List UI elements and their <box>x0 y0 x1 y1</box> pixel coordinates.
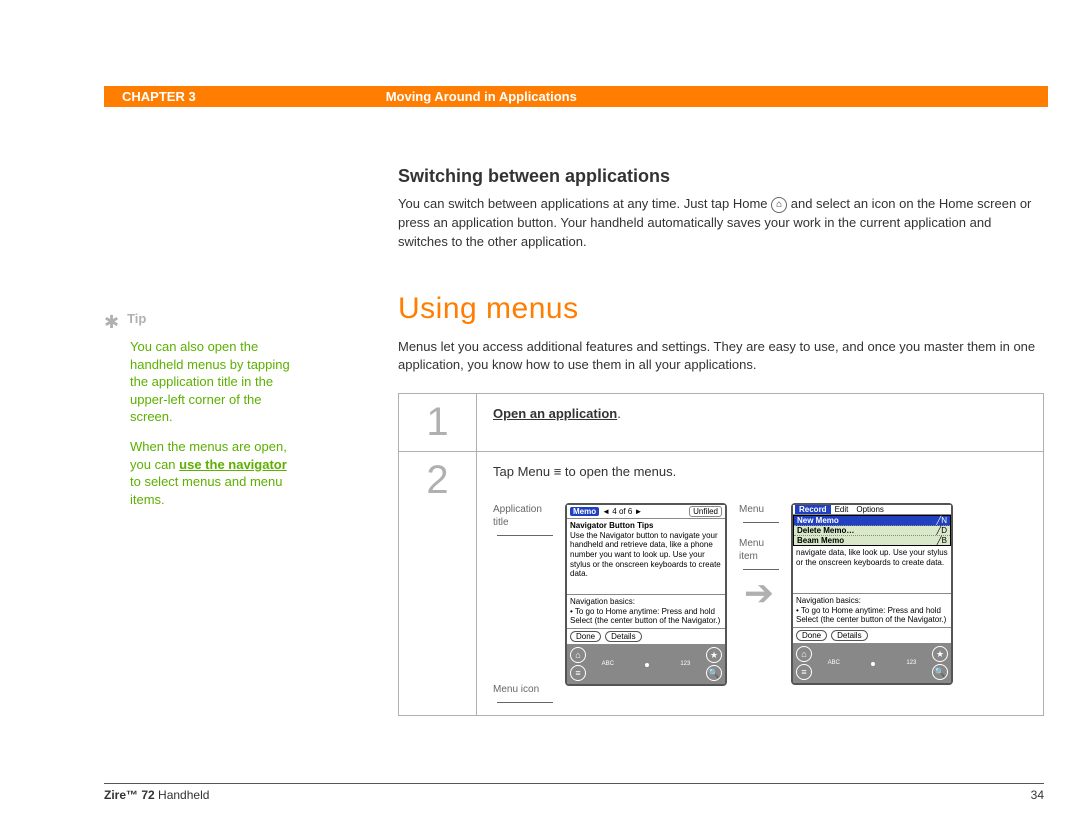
tip-label: Tip <box>127 310 146 328</box>
tip-sidebar: ✱ Tip You can also open the handheld men… <box>104 310 294 520</box>
step-number-1: 1 <box>399 394 477 451</box>
asterisk-icon: ✱ <box>104 310 119 334</box>
chapter-header-bar: CHAPTER 3 Moving Around in Applications <box>104 86 1048 107</box>
home-icon: ⌂ <box>771 197 787 213</box>
section-body-switching: You can switch between applications at a… <box>398 195 1044 252</box>
tip-body: You can also open the handheld menus by … <box>130 338 294 508</box>
annotation-app-title: Application title <box>493 503 553 536</box>
menu-options[interactable]: Options <box>852 505 888 514</box>
step-row-2: 2 Tap Menu ≡ to open the menus. Applicat… <box>399 452 1043 715</box>
device2-menubar: Record Edit Options <box>793 505 951 515</box>
find-silk-icon[interactable]: 🔍 <box>706 665 722 681</box>
page-footer: Zire™ 72 Handheld 34 <box>104 783 1044 802</box>
device1-titlebar: Memo ◄ 4 of 6 ► Unfiled <box>567 505 725 519</box>
device1-content: Navigator Button Tips Use the Navigator … <box>567 519 725 595</box>
menu-record[interactable]: Record <box>795 505 831 514</box>
device1-buttons: Done Details <box>567 629 725 644</box>
footer-product: Zire™ 72 Handheld <box>104 788 209 802</box>
done-button-2[interactable]: Done <box>796 630 827 641</box>
menu-silk-icon-2[interactable]: ≡ <box>796 664 812 680</box>
device2-silkscreen: ⌂ ≡ ABC 123 ★ 🔍 <box>793 643 951 683</box>
section-body-using-menus: Menus let you access additional features… <box>398 338 1044 376</box>
category-unfiled: Unfiled <box>689 506 722 517</box>
arrow-right-icon: ➔ <box>744 570 774 617</box>
app-title-memo: Memo <box>570 507 599 516</box>
menu-silk-icon[interactable]: ≡ <box>570 665 586 681</box>
details-button[interactable]: Details <box>605 631 641 642</box>
chapter-title: Moving Around in Applications <box>386 89 577 104</box>
home-silk-icon-2[interactable]: ⌂ <box>796 646 812 662</box>
menu-item-new[interactable]: New Memo╱N <box>794 516 950 526</box>
footer-page-number: 34 <box>1031 788 1044 802</box>
details-button-2[interactable]: Details <box>831 630 867 641</box>
step-2-text: Tap Menu ≡ to open the menus. <box>493 464 1027 479</box>
device1-nav-section: Navigation basics: • To go to Home anyti… <box>567 595 725 629</box>
use-navigator-link[interactable]: use the navigator <box>179 457 287 472</box>
tip-paragraph-1: You can also open the handheld menus by … <box>130 338 294 426</box>
star-silk-icon[interactable]: ★ <box>706 647 722 663</box>
section-heading-using-menus: Using menus <box>398 292 1044 326</box>
open-application-link[interactable]: Open an application <box>493 406 617 421</box>
annotation-menu-icon: Menu icon <box>493 683 553 703</box>
figures-row: Application title Menu icon Memo ◄ 4 of … <box>493 503 1027 703</box>
device2-dropdown: New Memo╱N Delete Memo…╱D Beam Memo╱B <box>793 515 951 546</box>
step-row-1: 1 Open an application. <box>399 394 1043 452</box>
device-screenshot-1: Memo ◄ 4 of 6 ► Unfiled Navigator Button… <box>565 503 727 686</box>
step-number-2: 2 <box>399 452 477 715</box>
device2-nav-section: Navigation basics: • To go to Home anyti… <box>793 594 951 628</box>
menu-item-delete[interactable]: Delete Memo…╱D <box>794 526 950 536</box>
tip-header: ✱ Tip <box>104 310 294 334</box>
device-screenshot-2: Record Edit Options New Memo╱N Delete Me… <box>791 503 953 685</box>
section-heading-switching: Switching between applications <box>398 166 1044 187</box>
device2-content: navigate data, like look up. Use your st… <box>793 546 951 594</box>
menu-item-beam[interactable]: Beam Memo╱B <box>794 536 950 545</box>
main-content: Switching between applications You can s… <box>398 166 1044 716</box>
annotation-menu-item: Menu item <box>739 537 779 570</box>
chapter-label: CHAPTER 3 <box>122 89 196 104</box>
tip-paragraph-2: When the menus are open, you can use the… <box>130 438 294 508</box>
find-silk-icon-2[interactable]: 🔍 <box>932 664 948 680</box>
steps-container: 1 Open an application. 2 Tap Menu ≡ to o… <box>398 393 1044 716</box>
home-silk-icon[interactable]: ⌂ <box>570 647 586 663</box>
record-nav: ◄ 4 of 6 ► <box>602 507 642 516</box>
step-body-1: Open an application. <box>477 394 1043 451</box>
left-annotations: Application title Menu icon <box>493 503 553 703</box>
mid-annotations: Menu Menu item ➔ <box>739 503 779 617</box>
device2-buttons: Done Details <box>793 628 951 643</box>
device1-silkscreen: ⌂ ≡ ABC 123 ★ 🔍 <box>567 644 725 684</box>
annotation-menu: Menu <box>739 503 779 523</box>
star-silk-icon-2[interactable]: ★ <box>932 646 948 662</box>
menu-edit[interactable]: Edit <box>831 505 853 514</box>
done-button[interactable]: Done <box>570 631 601 642</box>
step-body-2: Tap Menu ≡ to open the menus. Applicatio… <box>477 452 1043 715</box>
